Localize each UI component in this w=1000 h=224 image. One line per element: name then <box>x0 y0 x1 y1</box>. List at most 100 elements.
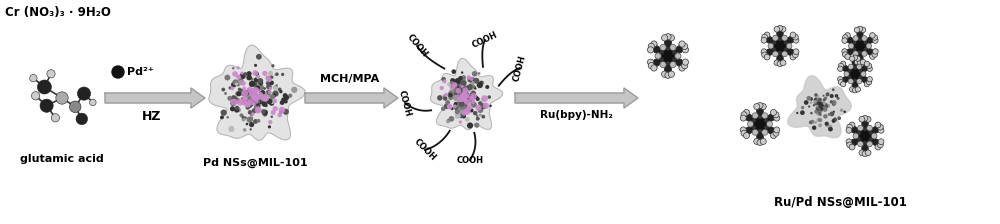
Circle shape <box>761 49 767 55</box>
Circle shape <box>870 33 875 38</box>
Circle shape <box>460 101 466 107</box>
Circle shape <box>255 98 260 103</box>
Circle shape <box>833 111 835 113</box>
Circle shape <box>465 96 469 101</box>
Circle shape <box>848 64 853 69</box>
Circle shape <box>239 113 243 117</box>
Circle shape <box>875 122 881 128</box>
Circle shape <box>90 99 96 106</box>
Circle shape <box>761 37 767 43</box>
Circle shape <box>273 85 278 90</box>
Circle shape <box>459 104 462 106</box>
Circle shape <box>31 92 40 100</box>
Circle shape <box>475 105 482 111</box>
Circle shape <box>252 96 258 102</box>
Circle shape <box>456 94 459 97</box>
Circle shape <box>478 107 483 113</box>
Circle shape <box>283 109 289 115</box>
Circle shape <box>275 72 279 76</box>
Circle shape <box>773 112 779 118</box>
Circle shape <box>272 90 279 97</box>
Circle shape <box>471 81 475 85</box>
Circle shape <box>243 91 247 95</box>
Circle shape <box>861 71 866 77</box>
Polygon shape <box>430 58 503 130</box>
Circle shape <box>460 101 465 106</box>
Circle shape <box>485 85 489 89</box>
Circle shape <box>460 90 463 93</box>
Circle shape <box>820 107 823 110</box>
Circle shape <box>462 94 467 99</box>
Circle shape <box>762 52 767 58</box>
Circle shape <box>780 60 786 66</box>
Circle shape <box>815 106 820 111</box>
Circle shape <box>457 101 460 103</box>
Circle shape <box>273 99 277 103</box>
Circle shape <box>748 121 754 127</box>
Circle shape <box>843 52 848 57</box>
Circle shape <box>833 117 837 122</box>
Circle shape <box>262 101 267 107</box>
Circle shape <box>847 124 852 130</box>
Circle shape <box>774 115 780 121</box>
Circle shape <box>461 75 466 80</box>
Circle shape <box>249 81 255 87</box>
Circle shape <box>454 91 458 95</box>
Circle shape <box>250 78 253 81</box>
Circle shape <box>481 95 488 102</box>
Circle shape <box>481 115 485 118</box>
Circle shape <box>232 95 235 99</box>
Circle shape <box>253 92 257 96</box>
Circle shape <box>682 47 689 53</box>
Circle shape <box>253 96 257 99</box>
Circle shape <box>266 84 272 90</box>
Circle shape <box>648 43 654 50</box>
Circle shape <box>252 102 256 106</box>
Circle shape <box>862 65 868 71</box>
Circle shape <box>754 138 760 144</box>
Circle shape <box>451 69 456 74</box>
Circle shape <box>766 36 773 43</box>
Circle shape <box>476 114 478 117</box>
Circle shape <box>443 96 447 101</box>
Circle shape <box>247 101 253 108</box>
Circle shape <box>461 105 467 111</box>
Circle shape <box>826 104 830 108</box>
Circle shape <box>254 101 257 104</box>
Circle shape <box>847 142 852 148</box>
Circle shape <box>741 130 747 136</box>
Circle shape <box>659 50 664 55</box>
Circle shape <box>862 115 868 121</box>
Circle shape <box>241 117 246 121</box>
Circle shape <box>819 108 822 111</box>
Circle shape <box>821 101 825 105</box>
Circle shape <box>862 120 868 127</box>
Circle shape <box>818 112 821 114</box>
Circle shape <box>664 39 672 46</box>
Circle shape <box>832 88 835 91</box>
Circle shape <box>257 119 260 123</box>
Circle shape <box>467 93 472 97</box>
Circle shape <box>824 109 827 112</box>
Circle shape <box>837 97 840 100</box>
Circle shape <box>230 100 236 106</box>
Circle shape <box>253 119 258 124</box>
Text: Ru/Pd NSs@MIL-101: Ru/Pd NSs@MIL-101 <box>774 196 906 209</box>
Circle shape <box>246 75 252 80</box>
Circle shape <box>462 92 466 96</box>
Circle shape <box>252 97 255 100</box>
Circle shape <box>466 104 472 110</box>
Circle shape <box>814 98 818 102</box>
Circle shape <box>246 94 251 99</box>
Circle shape <box>465 95 468 99</box>
Circle shape <box>818 106 823 111</box>
Circle shape <box>260 92 263 95</box>
Circle shape <box>37 80 51 94</box>
Polygon shape <box>105 88 205 108</box>
Circle shape <box>762 129 768 135</box>
Circle shape <box>257 108 261 112</box>
Circle shape <box>867 125 872 131</box>
Circle shape <box>461 106 466 111</box>
Circle shape <box>468 84 473 89</box>
Circle shape <box>473 111 477 115</box>
